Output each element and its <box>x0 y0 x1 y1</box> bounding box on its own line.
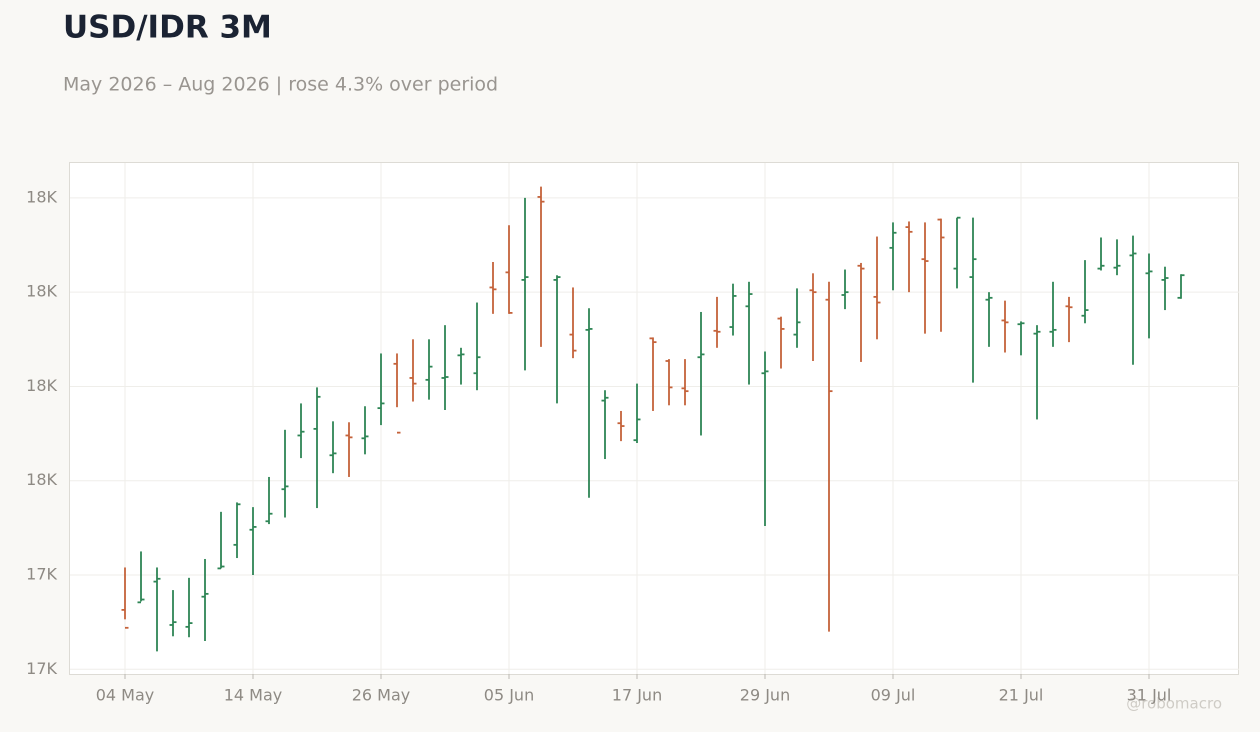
x-tick-label: 17 Jun <box>612 686 662 705</box>
plot-area <box>69 162 1239 675</box>
x-tick-label: 31 Jul <box>1127 686 1172 705</box>
y-tick-label: 18K <box>26 187 57 206</box>
y-tick-label: 17K <box>26 565 57 584</box>
y-tick-label: 18K <box>26 282 57 301</box>
y-tick-label: 18K <box>26 376 57 395</box>
x-tick-label: 29 Jun <box>740 686 790 705</box>
x-tick-label: 04 May <box>96 686 155 705</box>
x-tick-label: 09 Jul <box>871 686 916 705</box>
y-tick-label: 17K <box>26 659 57 678</box>
x-tick-label: 14 May <box>224 686 283 705</box>
y-tick-label: 18K <box>26 470 57 489</box>
chart-subtitle: May 2026 – Aug 2026 | rose 4.3% over per… <box>63 74 498 96</box>
chart-title: USD/IDR 3M <box>63 10 272 46</box>
watermark: @robomacro <box>1126 695 1222 713</box>
x-tick-label: 05 Jun <box>484 686 534 705</box>
x-tick-label: 21 Jul <box>999 686 1044 705</box>
x-tick-label: 26 May <box>352 686 411 705</box>
